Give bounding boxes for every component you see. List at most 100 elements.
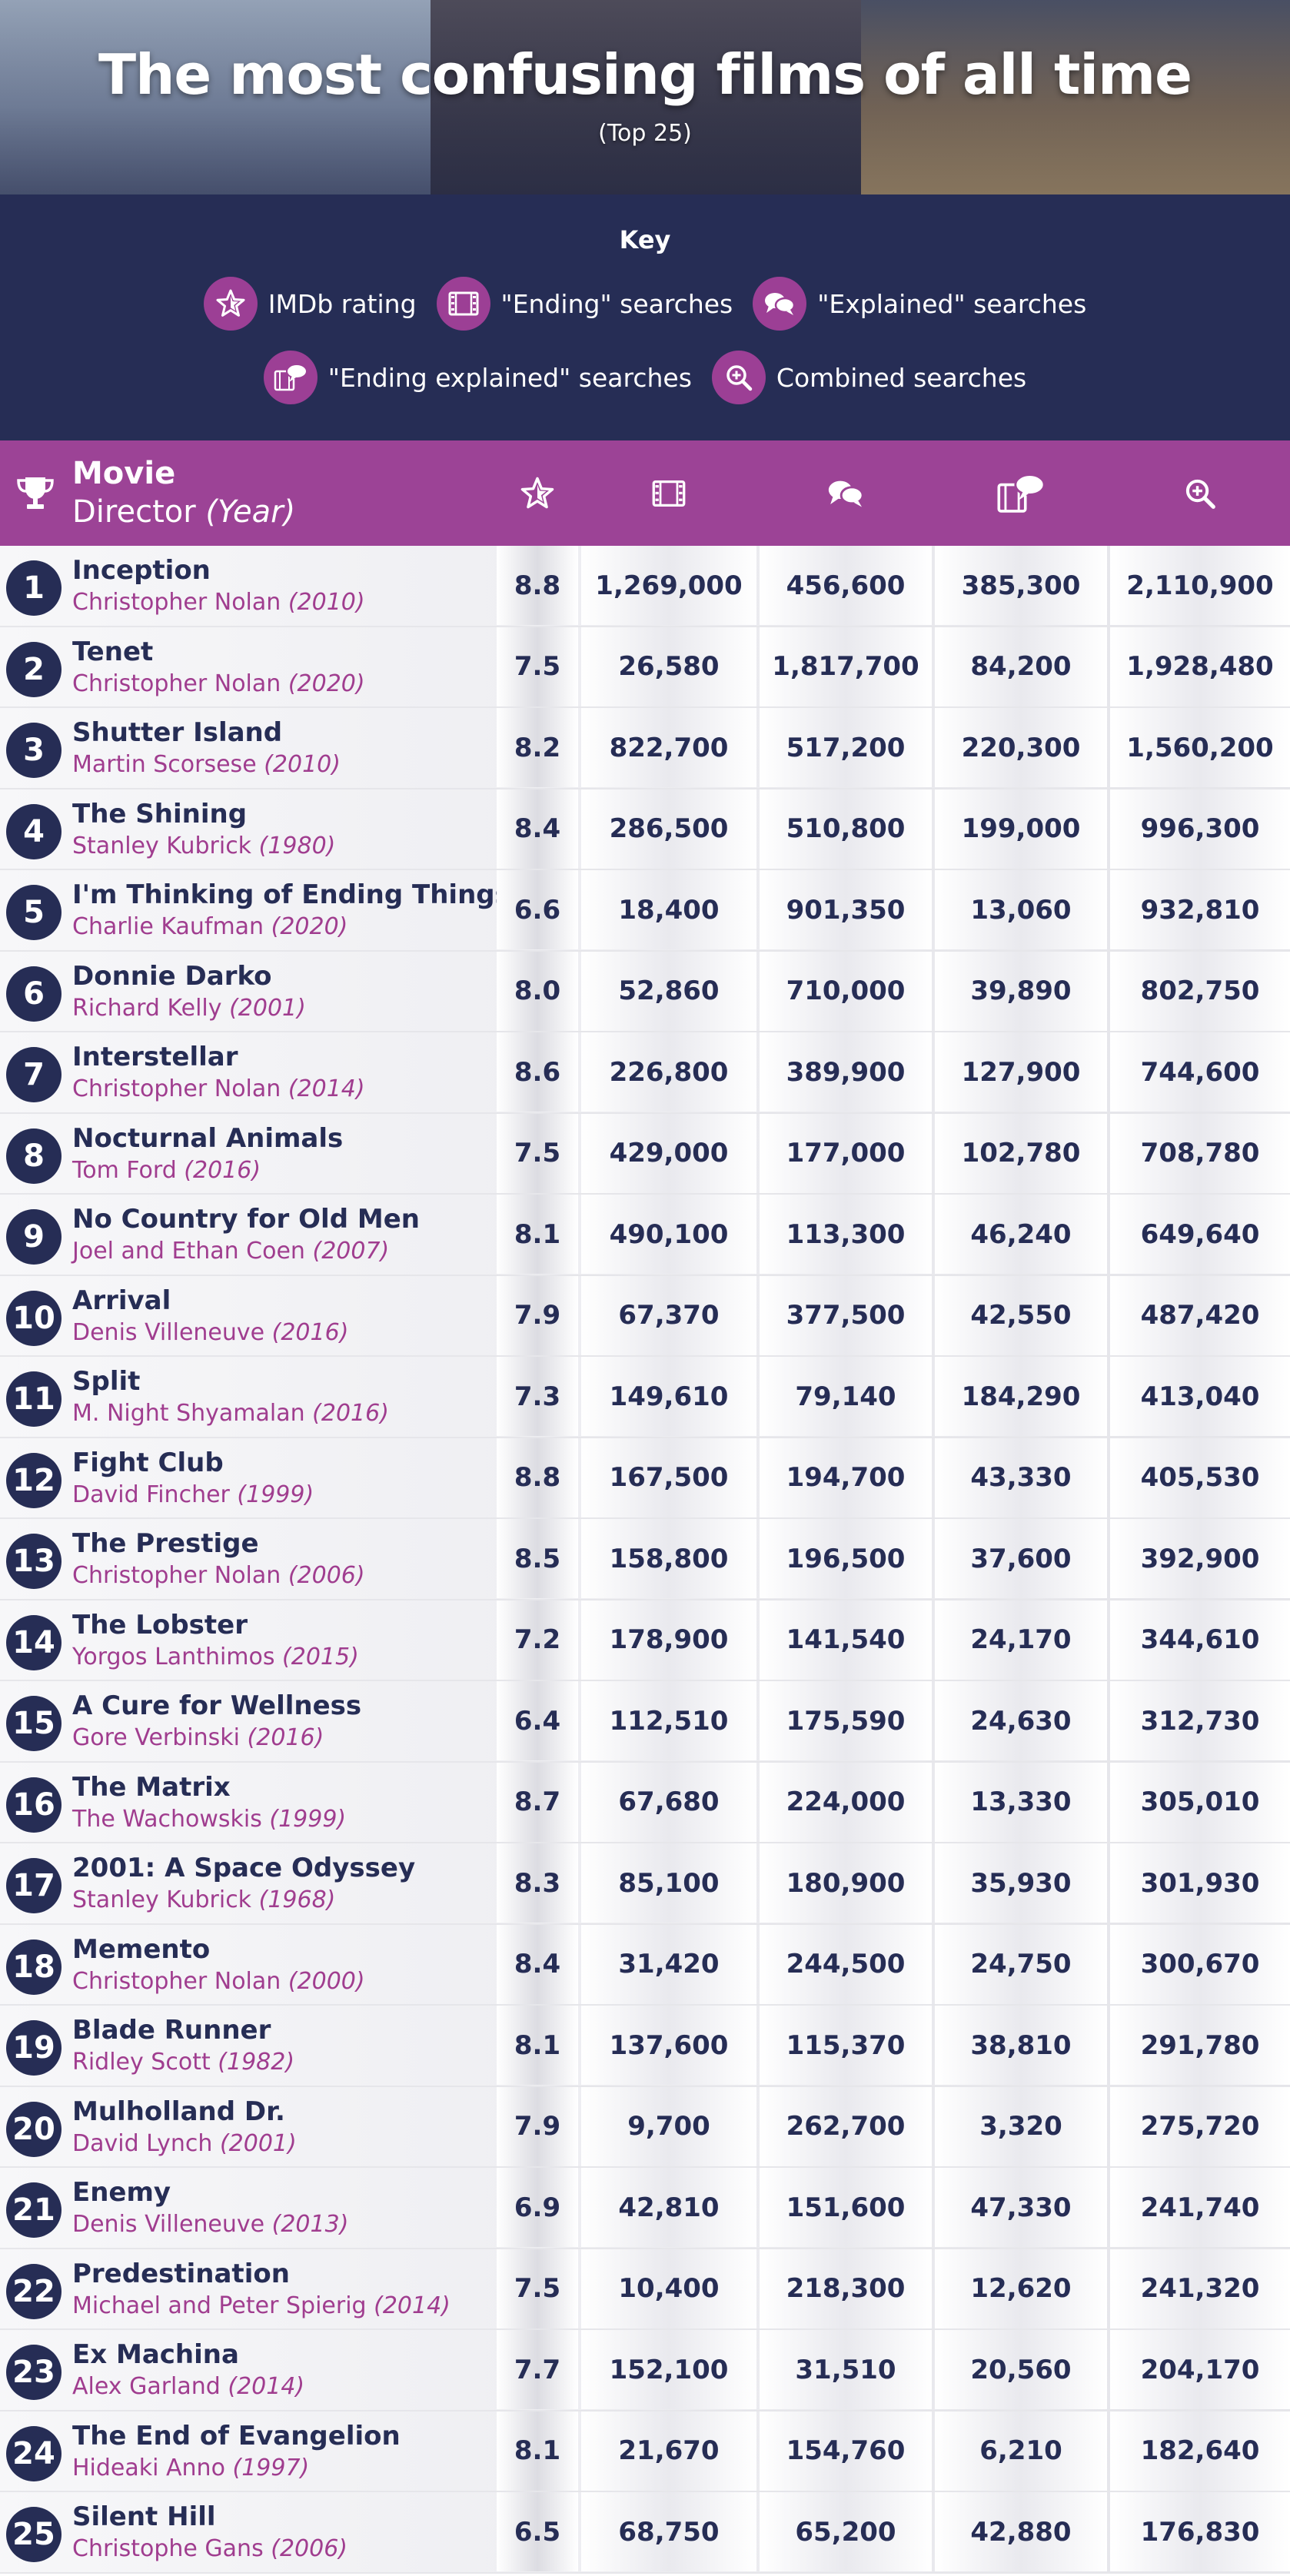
explained-searches-cell: 31,510 bbox=[760, 2330, 932, 2409]
ending-searches-cell: 67,680 bbox=[581, 1762, 756, 1842]
key-item-combined-searches: Combined searches bbox=[711, 351, 1026, 404]
director-year: Ridley Scott (1982) bbox=[72, 2049, 294, 2076]
rank-badge: 8 bbox=[6, 1128, 62, 1184]
rank-badge: 12 bbox=[6, 1452, 62, 1508]
table-row: 20 Mulholland Dr. David Lynch (2001) 7.9 9,7… bbox=[0, 2086, 1290, 2168]
magnifier-plus-icon bbox=[711, 351, 766, 404]
director-year: David Fincher (1999) bbox=[72, 1481, 314, 1508]
combined-searches-cell: 2,110,900 bbox=[1110, 546, 1290, 625]
director-name: Hideaki Anno bbox=[72, 2454, 225, 2481]
movie-title: 2001: A Space Odyssey bbox=[72, 1853, 416, 1883]
page-subtitle: (Top 25) bbox=[598, 120, 692, 147]
release-year: (1982) bbox=[218, 2049, 295, 2076]
table-row: 1 Inception Christopher Nolan (2010) 8.8 1,2… bbox=[0, 546, 1290, 627]
ending-searches-cell: 152,100 bbox=[581, 2330, 756, 2409]
imdb-rating-cell: 7.9 bbox=[497, 1275, 578, 1355]
imdb-rating-cell: 8.0 bbox=[497, 951, 578, 1031]
film-chat-icon bbox=[263, 351, 318, 404]
release-year: (2016) bbox=[247, 1724, 324, 1751]
imdb-rating-cell: 7.5 bbox=[497, 1113, 578, 1193]
director-year: Christopher Nolan (2020) bbox=[72, 670, 365, 697]
director-name: David Lynch bbox=[72, 2129, 213, 2157]
imdb-rating-cell: 8.6 bbox=[497, 1032, 578, 1112]
key-item-ending-searches: "Ending" searches bbox=[436, 277, 733, 331]
table-row: 10 Arrival Denis Villeneuve (2016) 7.9 67,37… bbox=[0, 1275, 1290, 1357]
key-row-2: "Ending explained" searches Combined sea… bbox=[0, 350, 1290, 405]
explained-searches-cell: 456,600 bbox=[760, 546, 932, 625]
movie-title: Tenet bbox=[72, 636, 154, 667]
movie-title: I'm Thinking of Ending Things bbox=[72, 879, 510, 910]
imdb-rating-cell: 8.1 bbox=[497, 1195, 578, 1274]
ending-explained-searches-cell: 47,330 bbox=[935, 2168, 1107, 2247]
release-year: (2015) bbox=[282, 1643, 359, 1670]
table-body: 1 Inception Christopher Nolan (2010) 8.8 1,2… bbox=[0, 546, 1290, 2574]
rank-badge: 25 bbox=[6, 2507, 62, 2562]
release-year: (2020) bbox=[288, 670, 365, 697]
movie-title: The Prestige bbox=[72, 1528, 259, 1559]
combined-searches-cell: 405,530 bbox=[1110, 1438, 1290, 1517]
ending-explained-searches-cell: 46,240 bbox=[935, 1195, 1107, 1274]
director-name: Christopher Nolan bbox=[72, 670, 281, 697]
director-name: M. Night Shyamalan bbox=[72, 1400, 305, 1427]
ending-searches-cell: 1,269,000 bbox=[581, 546, 756, 625]
ending-explained-searches-cell: 43,330 bbox=[935, 1438, 1107, 1517]
director-year: Christopher Nolan (2010) bbox=[72, 589, 365, 616]
director-year: David Lynch (2001) bbox=[72, 2130, 297, 2157]
star-icon bbox=[520, 477, 554, 508]
director-year: Tom Ford (2016) bbox=[72, 1157, 261, 1184]
key-label: "Ending" searches bbox=[500, 288, 733, 319]
ending-searches-cell: 158,800 bbox=[581, 1519, 756, 1598]
film-chat-icon bbox=[997, 473, 1046, 513]
director-year: Richard Kelly (2001) bbox=[72, 995, 306, 1022]
movie-title: Enemy bbox=[72, 2177, 171, 2208]
hero-image-right bbox=[861, 0, 1290, 194]
combined-searches-cell: 301,930 bbox=[1110, 1843, 1290, 1923]
ending-searches-cell: 178,900 bbox=[581, 1600, 756, 1680]
ending-explained-searches-cell: 127,900 bbox=[935, 1032, 1107, 1112]
header-imdb-rating bbox=[497, 440, 578, 546]
director-name: Christopher Nolan bbox=[72, 589, 281, 616]
table-row: 25 Silent Hill Christophe Gans (2006) 6.5 68… bbox=[0, 2492, 1290, 2574]
table-row: 16 The Matrix The Wachowskis (1999) 8.7 67,6… bbox=[0, 1762, 1290, 1843]
key-item-ending-explained-searches: "Ending explained" searches bbox=[263, 351, 692, 404]
movie-title: No Country for Old Men bbox=[72, 1204, 420, 1235]
imdb-rating-cell: 6.4 bbox=[497, 1681, 578, 1760]
director-year: Christopher Nolan (2000) bbox=[72, 1968, 365, 1995]
rank-badge: 5 bbox=[6, 885, 62, 940]
explained-searches-cell: 180,900 bbox=[760, 1843, 932, 1923]
table-row: 14 The Lobster Yorgos Lanthimos (2015) 7.2 1… bbox=[0, 1600, 1290, 1681]
combined-searches-cell: 708,780 bbox=[1110, 1113, 1290, 1193]
movie-title: Silent Hill bbox=[72, 2501, 216, 2532]
explained-searches-cell: 196,500 bbox=[760, 1519, 932, 1598]
explained-searches-cell: 389,900 bbox=[760, 1032, 932, 1112]
release-year: (1997) bbox=[232, 2454, 310, 2481]
combined-searches-cell: 413,040 bbox=[1110, 1357, 1290, 1436]
director-name: David Fincher bbox=[72, 1481, 230, 1508]
rank-badge: 1 bbox=[6, 560, 62, 616]
combined-searches-cell: 275,720 bbox=[1110, 2086, 1290, 2166]
director-name: Gore Verbinski bbox=[72, 1724, 240, 1751]
movie-title: Memento bbox=[72, 1933, 211, 1965]
explained-searches-cell: 194,700 bbox=[760, 1438, 932, 1517]
director-year: Denis Villeneuve (2013) bbox=[72, 2211, 348, 2238]
director-year: The Wachowskis (1999) bbox=[72, 1806, 346, 1833]
release-year: (2006) bbox=[288, 1562, 365, 1589]
director-year: Michael and Peter Spierig (2014) bbox=[72, 2292, 451, 2319]
combined-searches-cell: 1,928,480 bbox=[1110, 627, 1290, 706]
director-name: Denis Villeneuve bbox=[72, 1318, 265, 1346]
director-year: Stanley Kubrick (1968) bbox=[72, 1886, 335, 1913]
movie-title: Donnie Darko bbox=[72, 960, 272, 992]
magnifier-plus-icon bbox=[1185, 479, 1215, 509]
director-year: Yorgos Lanthimos (2015) bbox=[72, 1644, 359, 1670]
table-row: 7 Interstellar Christopher Nolan (2014) 8.6… bbox=[0, 1032, 1290, 1114]
explained-searches-cell: 1,817,700 bbox=[760, 627, 932, 706]
rank-badge: 23 bbox=[6, 2345, 62, 2400]
ending-searches-cell: 10,400 bbox=[581, 2249, 756, 2328]
key-item-imdb-rating: IMDb rating bbox=[203, 277, 417, 331]
film-icon bbox=[652, 480, 686, 507]
ending-explained-searches-cell: 12,620 bbox=[935, 2249, 1107, 2328]
combined-searches-cell: 300,670 bbox=[1110, 1924, 1290, 2004]
ending-searches-cell: 429,000 bbox=[581, 1113, 756, 1193]
header-ending-explained-searches bbox=[935, 440, 1107, 546]
director-name: The Wachowskis bbox=[72, 1805, 262, 1833]
